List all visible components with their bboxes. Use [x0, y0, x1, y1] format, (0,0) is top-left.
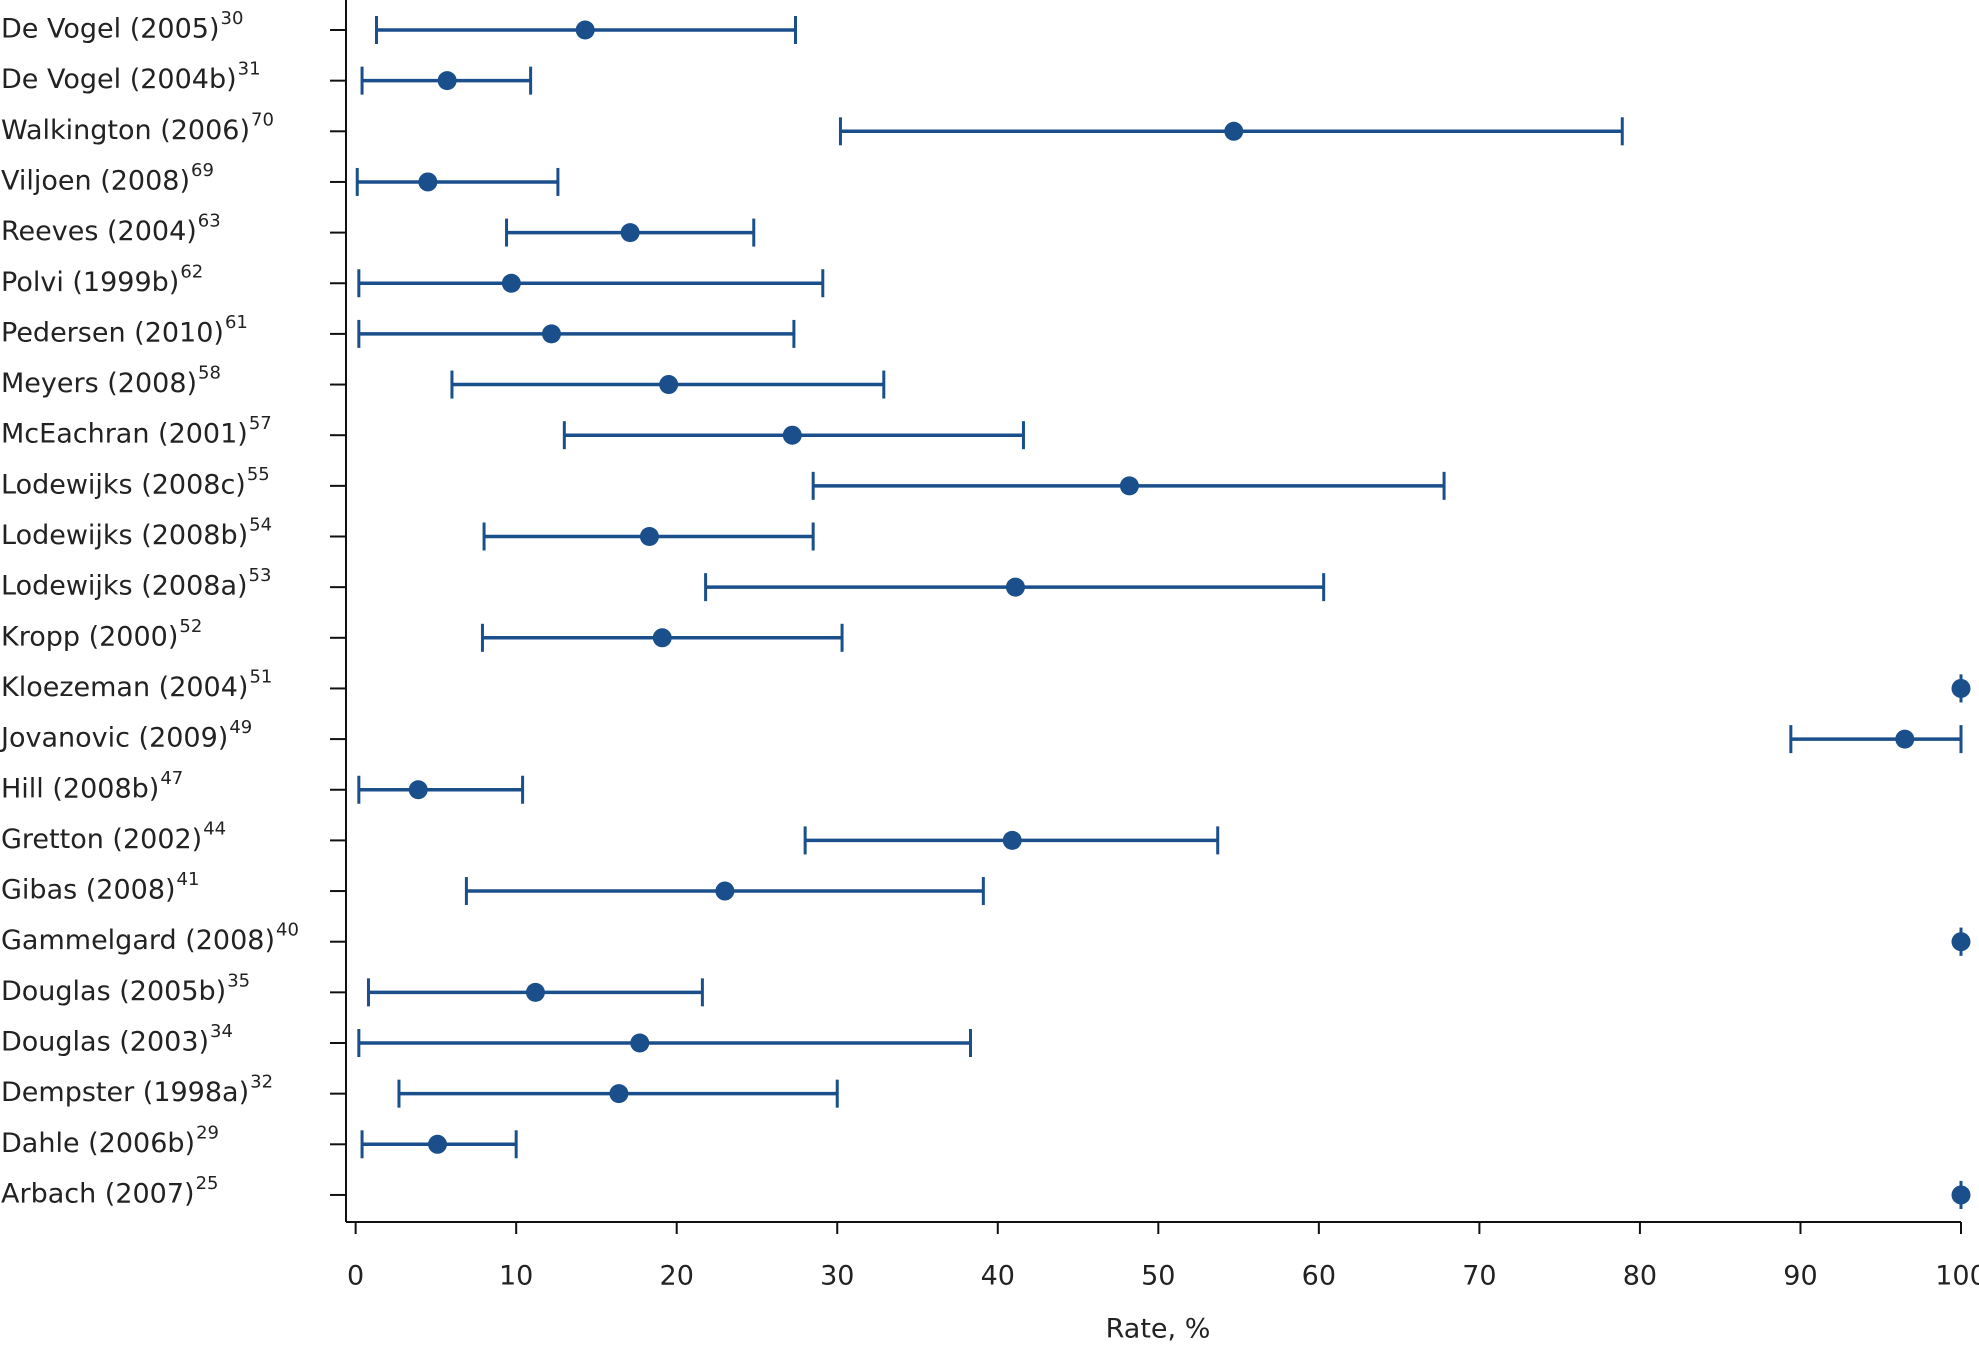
point-estimate	[541, 324, 561, 344]
x-tick-label: 40	[981, 1261, 1015, 1292]
y-tick-label: Viljoen (2008)	[1, 165, 190, 196]
x-tick-label: 0	[347, 1261, 364, 1292]
y-tick-label: Lodewijks (2008b)	[1, 520, 248, 551]
y-tick-label: De Vogel (2005)	[1, 14, 220, 45]
point-estimate	[428, 1134, 448, 1154]
point-estimate	[609, 1084, 629, 1104]
y-tick-label: Meyers (2008)	[1, 368, 197, 399]
y-tick-label: Lodewijks (2008a)	[1, 571, 248, 602]
point-estimate	[715, 881, 735, 901]
y-tick-label: Reeves (2004)	[1, 216, 197, 247]
point-estimate	[525, 982, 545, 1002]
y-tick-label: Gammelgard (2008)	[1, 925, 275, 956]
point-estimate	[620, 223, 640, 243]
point-estimate	[1005, 577, 1025, 597]
reference-superscript: 41	[177, 869, 200, 890]
reference-superscript: 53	[249, 565, 272, 586]
y-tick-label: Dahle (2006b)	[1, 1128, 195, 1159]
point-estimate	[1951, 932, 1971, 952]
reference-superscript: 49	[229, 717, 252, 738]
reference-superscript: 31	[238, 59, 261, 80]
x-tick-label: 10	[499, 1261, 533, 1292]
point-estimate	[1951, 678, 1971, 698]
reference-superscript: 63	[198, 211, 221, 232]
y-tick-label: Jovanovic (2009)	[0, 723, 228, 754]
point-estimate	[408, 780, 428, 800]
reference-superscript: 34	[210, 1021, 233, 1042]
reference-superscript: 40	[276, 920, 299, 941]
reference-superscript: 52	[179, 616, 202, 637]
reference-superscript: 62	[180, 261, 203, 282]
y-tick-label: Dempster (1998a)	[1, 1077, 249, 1108]
reference-superscript: 58	[198, 363, 221, 384]
point-estimate	[501, 273, 521, 293]
reference-superscript: 44	[203, 818, 226, 839]
point-estimate	[1224, 121, 1244, 141]
y-tick-label: De Vogel (2004b)	[1, 64, 237, 95]
point-estimate	[1119, 476, 1139, 496]
reference-superscript: 51	[249, 666, 272, 687]
x-axis-label: Rate, %	[1106, 1314, 1211, 1345]
y-tick-label: Douglas (2005b)	[1, 976, 226, 1007]
point-estimate	[575, 20, 595, 40]
reference-superscript: 69	[191, 160, 214, 181]
reference-superscript: 57	[249, 413, 272, 434]
y-tick-label: McEachran (2001)	[1, 419, 248, 450]
reference-superscript: 30	[221, 8, 244, 29]
y-tick-label: Walkington (2006)	[1, 115, 250, 146]
y-tick-label: Hill (2008b)	[1, 773, 159, 804]
reference-superscript: 55	[247, 464, 270, 485]
y-tick-label: Arbach (2007)	[1, 1178, 195, 1209]
reference-superscript: 29	[196, 1122, 219, 1143]
x-tick-label: 90	[1783, 1261, 1817, 1292]
x-tick-label: 100	[1935, 1261, 1979, 1292]
reference-superscript: 47	[160, 768, 183, 789]
x-tick-label: 60	[1302, 1261, 1336, 1292]
point-estimate	[1895, 729, 1915, 749]
x-tick-label: 50	[1141, 1261, 1175, 1292]
point-estimate	[659, 375, 679, 395]
point-estimate	[639, 527, 659, 546]
point-estimate	[1002, 830, 1022, 850]
y-tick-label: Gretton (2002)	[1, 824, 202, 855]
point-estimate	[782, 425, 802, 445]
point-estimate	[652, 628, 672, 648]
y-tick-label: Kropp (2000)	[1, 621, 178, 652]
x-tick-label: 80	[1623, 1261, 1657, 1292]
reference-superscript: 32	[250, 1072, 273, 1093]
reference-superscript: 35	[227, 970, 250, 991]
y-tick-label: Gibas (2008)	[1, 875, 176, 906]
y-tick-label: Lodewijks (2008c)	[1, 469, 246, 500]
point-estimate	[630, 1033, 650, 1053]
reference-superscript: 25	[196, 1173, 219, 1194]
reference-superscript: 54	[249, 515, 272, 536]
reference-superscript: 61	[225, 312, 248, 333]
point-estimate	[1951, 1185, 1971, 1205]
y-tick-label: Pedersen (2010)	[1, 317, 224, 348]
y-tick-label: Polvi (1999b)	[1, 267, 179, 298]
y-tick-label: Kloezeman (2004)	[1, 672, 248, 703]
point-estimate	[437, 71, 457, 91]
reference-superscript: 70	[251, 109, 274, 130]
y-tick-label: Douglas (2003)	[1, 1027, 209, 1058]
x-tick-label: 30	[820, 1261, 854, 1292]
x-tick-label: 20	[660, 1261, 694, 1292]
point-estimate	[418, 172, 438, 192]
x-tick-label: 70	[1462, 1261, 1496, 1292]
